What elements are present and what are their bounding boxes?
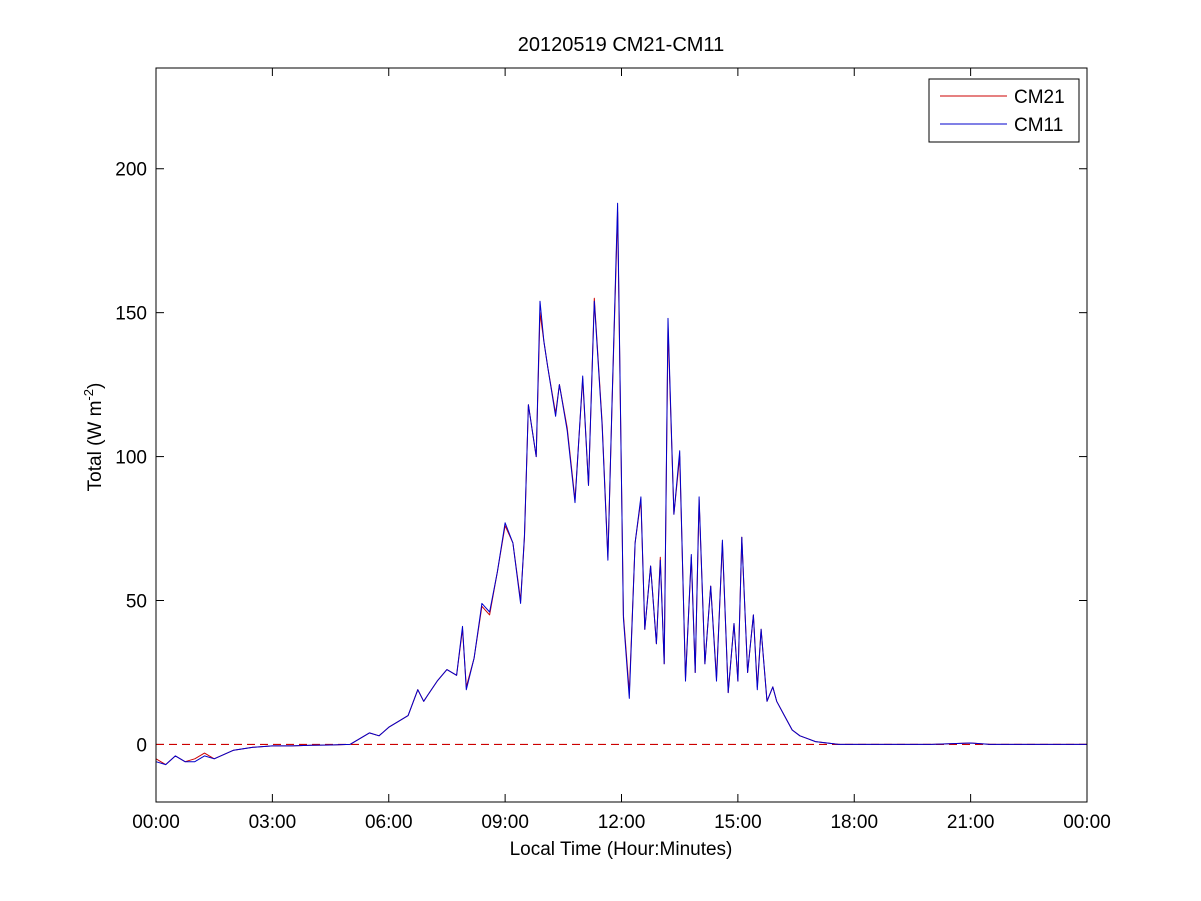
x-tick-label: 15:00 — [714, 812, 762, 833]
y-tick-label: 50 — [126, 592, 147, 613]
x-tick-label: 03:00 — [249, 812, 297, 833]
x-tick-label: 18:00 — [830, 812, 878, 833]
y-axis-ticks: 0 50 100 150 200 — [115, 160, 1087, 756]
x-tick-label: 00:00 — [132, 812, 180, 833]
y-axis-label-close: ) — [85, 383, 106, 389]
y-tick-label: 200 — [115, 160, 147, 181]
x-axis-label: Local Time (Hour:Minutes) — [510, 839, 733, 860]
series-layer — [155, 202, 1087, 766]
y-tick-label: 100 — [115, 448, 147, 469]
y-axis-label-superscript: -2 — [81, 389, 96, 401]
x-tick-label: 06:00 — [365, 812, 413, 833]
legend: CM21 CM11 — [928, 78, 1080, 143]
chart-title: 20120519 CM21-CM11 — [518, 34, 724, 56]
legend-label-cm11: CM11 — [1014, 115, 1063, 136]
legend-label-cm21: CM21 — [1014, 87, 1065, 108]
y-tick-label: 0 — [136, 735, 147, 756]
y-axis-label: Total (W m-2) — [81, 383, 106, 492]
x-tick-label: 09:00 — [481, 812, 529, 833]
series-line-cm11 — [155, 202, 1087, 766]
x-tick-label: 12:00 — [598, 812, 646, 833]
y-tick-label: 150 — [115, 304, 147, 325]
x-tick-label: 21:00 — [947, 812, 995, 833]
legend-box — [928, 78, 1080, 143]
x-axis-ticks: 00:00 03:00 06:00 09:00 12:00 15:00 18:00 21:00… — [132, 68, 1111, 833]
plot-area-frame — [155, 67, 1088, 803]
y-axis-label-main: Total (W m — [85, 401, 106, 492]
x-tick-label: 00:00 — [1063, 812, 1111, 833]
